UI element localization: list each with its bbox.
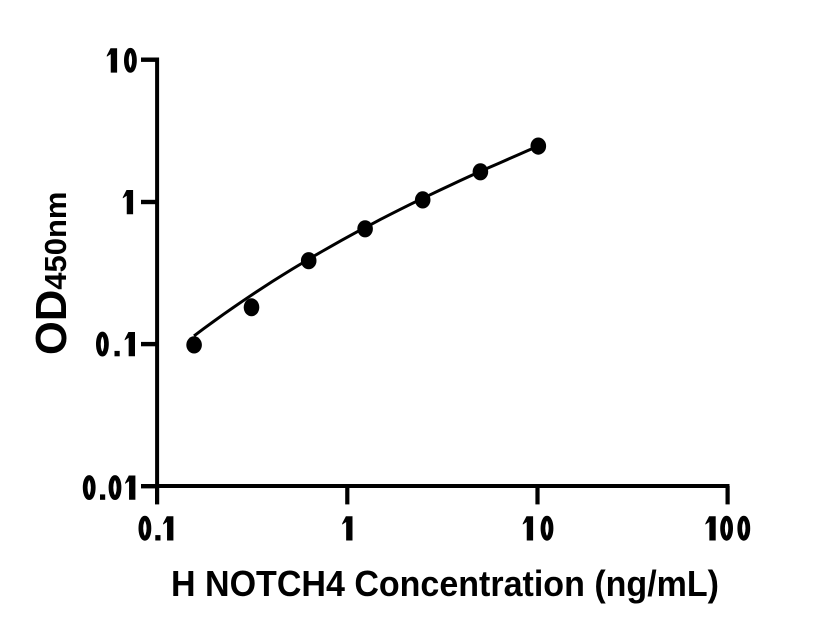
svg-text:OD450nm: OD450nm xyxy=(28,192,76,355)
svg-text:H NOTCH4 Concentration (ng/mL): H NOTCH4 Concentration (ng/mL) xyxy=(171,563,719,604)
